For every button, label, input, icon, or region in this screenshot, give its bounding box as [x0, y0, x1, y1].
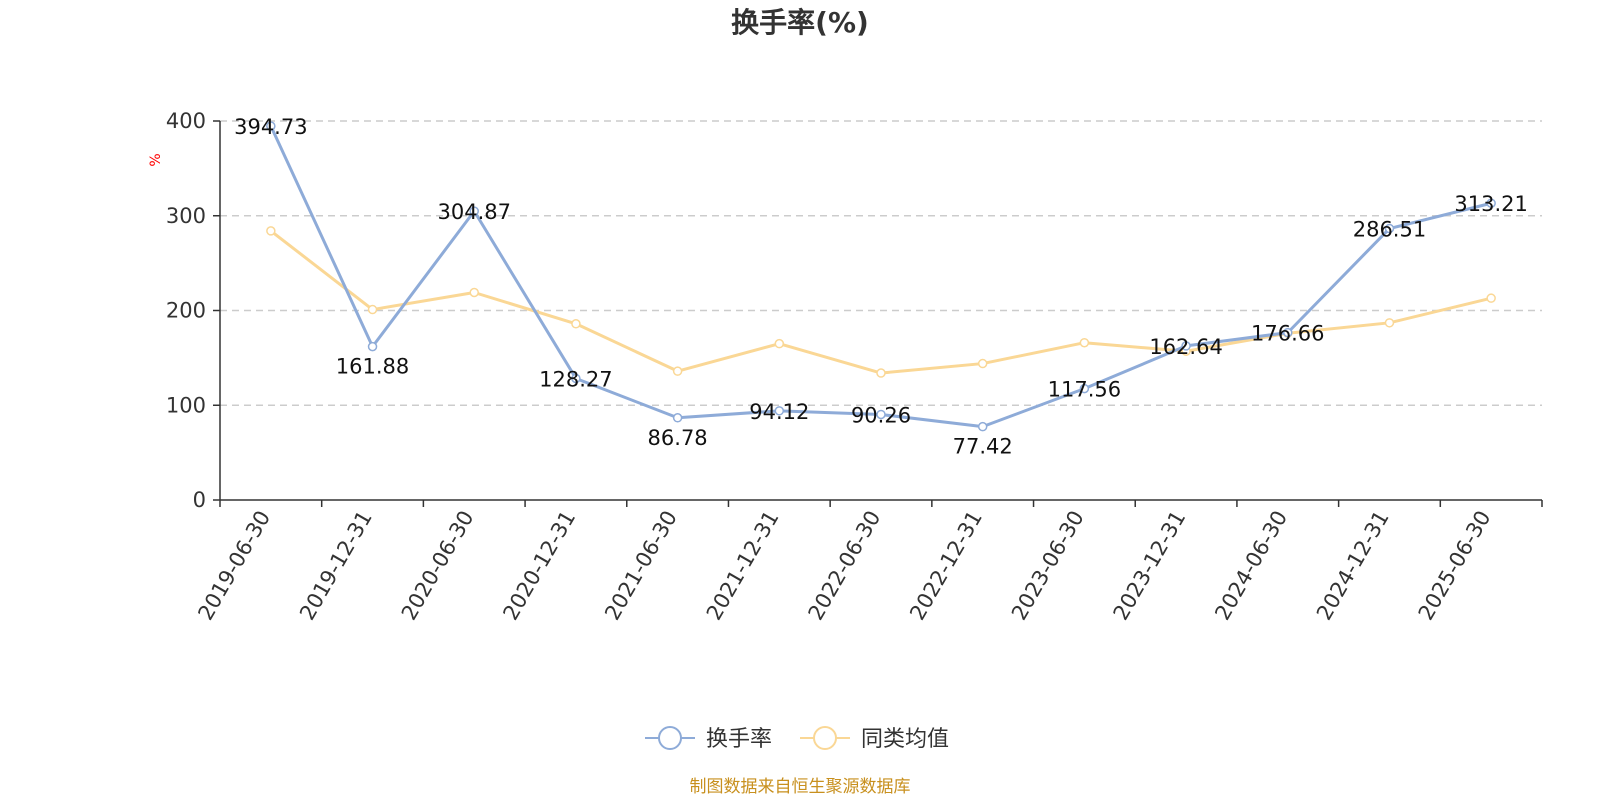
y-tick-label: 100 [166, 393, 206, 417]
series-1-point[interactable] [367, 304, 378, 315]
series-0-point[interactable] [1079, 383, 1090, 394]
x-tick-label: 2022-12-31 [905, 507, 987, 625]
series-0-point[interactable] [1486, 198, 1496, 208]
data-label: 94.12 [749, 400, 809, 424]
series-0-point[interactable] [1283, 327, 1293, 338]
y-tick-label: 200 [166, 299, 206, 323]
series-0-point[interactable] [571, 373, 581, 384]
legend-peer-average-marker-icon [813, 726, 837, 750]
data-label: 286.51 [1353, 218, 1426, 242]
x-tick-label: 2024-12-31 [1312, 507, 1394, 625]
series-0-point[interactable] [672, 413, 683, 423]
series-0-point[interactable] [1181, 341, 1191, 351]
data-label: 161.88 [336, 355, 409, 379]
y-tick-label: 0 [193, 488, 206, 512]
x-tick-label: 2021-12-31 [702, 507, 784, 625]
data-label: 128.27 [539, 367, 612, 391]
data-label: 304.87 [437, 200, 510, 224]
x-tick-label: 2020-06-30 [397, 507, 479, 625]
series-0-point[interactable] [266, 121, 276, 131]
legend-turnover-marker-icon [658, 726, 682, 750]
x-tick-label: 2023-12-31 [1109, 507, 1191, 625]
x-tick-label: 2021-06-30 [600, 507, 682, 625]
series-1-point[interactable] [469, 287, 479, 298]
series-1-point[interactable] [774, 338, 785, 349]
grid-lines [220, 120, 1542, 406]
series-0-point[interactable] [367, 341, 378, 352]
x-tick-label: 2023-06-30 [1007, 507, 1089, 625]
series-0-point[interactable] [876, 409, 886, 420]
series-1-point[interactable] [266, 226, 276, 236]
series-1-point[interactable] [1384, 318, 1395, 328]
x-tick-label: 2024-06-30 [1210, 507, 1292, 625]
legend: 换手率 同类均值 [645, 726, 949, 752]
data-label: 162.64 [1149, 335, 1222, 359]
series-line-1 [269, 229, 1492, 375]
data-label: 90.26 [851, 403, 911, 427]
y-axis-unit-label: % [148, 153, 164, 166]
data-labels: 394.73 161.88 304.87 128.27 86.78 94.12 90.26 7… [234, 115, 1528, 459]
data-label: 77.42 [953, 435, 1013, 459]
y-tick-label: 300 [166, 204, 206, 228]
series-0-point[interactable] [774, 406, 785, 416]
data-label: 313.21 [1454, 192, 1527, 216]
data-label: 86.78 [648, 426, 708, 450]
data-label: 117.56 [1048, 378, 1121, 402]
data-label: 176.66 [1251, 322, 1324, 346]
data-source-note: 制图数据来自恒生聚源数据库 [690, 777, 911, 797]
data-label: 394.73 [234, 115, 307, 139]
series-1-point[interactable] [571, 319, 581, 329]
legend-peer-average-label: 同类均值 [861, 727, 949, 752]
series-line-0 [269, 125, 1492, 429]
x-tick-label: 2022-06-30 [804, 507, 886, 625]
series-1-point[interactable] [672, 366, 683, 376]
legend-turnover-label: 换手率 [706, 727, 772, 752]
series-0-point[interactable] [1384, 223, 1395, 234]
series-lines [266, 121, 1496, 432]
y-tick-label: 400 [166, 109, 206, 133]
x-tick-label: 2025-06-30 [1414, 507, 1496, 625]
legend-item-peer-average[interactable]: 同类均值 [800, 726, 949, 752]
series-1-point[interactable] [1486, 293, 1496, 303]
chart-title: 换手率(%) [731, 6, 869, 39]
x-tick-label: 2020-12-31 [498, 507, 580, 625]
series-1-point[interactable] [977, 358, 988, 369]
series-0-point[interactable] [977, 421, 988, 432]
x-tick-label: 2019-06-30 [193, 507, 275, 625]
series-1-point[interactable] [876, 368, 886, 378]
series-1-point[interactable] [1079, 337, 1090, 348]
series-0-point[interactable] [469, 206, 479, 216]
legend-item-turnover[interactable]: 换手率 [645, 726, 772, 752]
x-tick-label: 2019-12-31 [295, 507, 377, 625]
